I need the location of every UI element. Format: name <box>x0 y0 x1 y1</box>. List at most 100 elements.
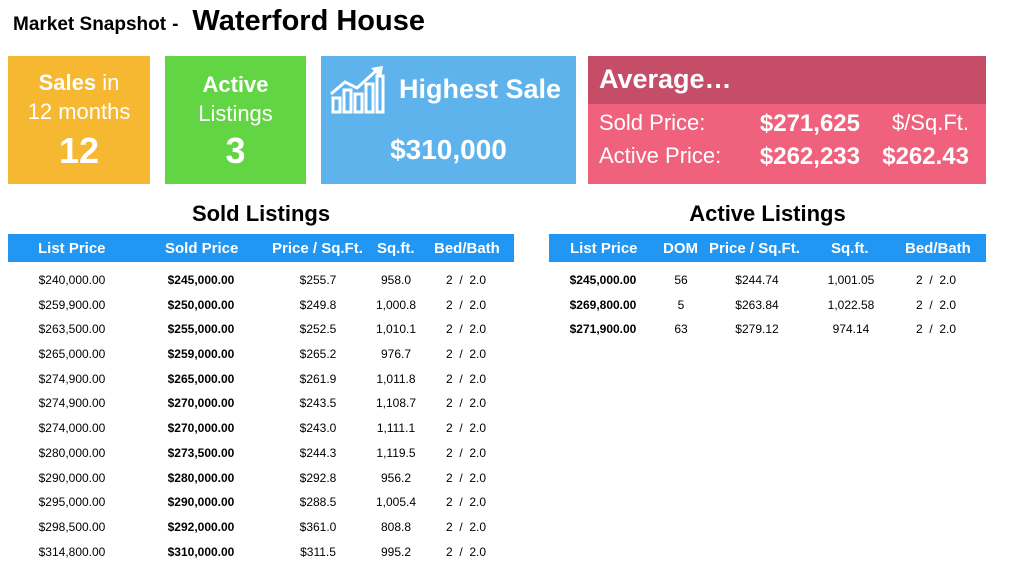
sales-sub: 12 months <box>27 99 131 124</box>
sold-listings-table: List Price Sold Price Price / Sq.Ft. Sq.… <box>8 234 514 559</box>
cell-list-price: $295,000.00 <box>38 495 106 510</box>
cell-bed-bath: 2 / 2.0 <box>915 273 957 287</box>
col-price-sqft: Price / Sq.Ft. <box>272 240 363 257</box>
cell-price-sqft: $244.74 <box>735 273 779 287</box>
cell-price-sqft: $263.84 <box>735 297 779 312</box>
sold-listings-title: Sold Listings <box>191 201 331 226</box>
cell-sqft: 1,001.05 <box>827 273 875 287</box>
table-row: $240,000.00 $245,000.00 $255.7 958.0 2 / 2.0 <box>8 273 514 298</box>
cell-list-price: $269,800.00 <box>569 297 637 312</box>
col-bed-bath: Bed/Bath <box>434 240 500 257</box>
highest-sale-card: Highest Sale $310,000 <box>321 56 576 184</box>
cell-price-sqft: $244.3 <box>299 445 337 460</box>
cell-list-price: $274,000.00 <box>38 421 106 436</box>
highest-sale-title: Highest Sale <box>399 74 562 104</box>
active-listings-table: List Price DOM Price / Sq.Ft. Sq.ft. Bed… <box>549 234 986 336</box>
page-header: Market Snapshot - Waterford House <box>13 5 425 45</box>
table-row: $274,900.00 $265,000.00 $261.9 1,011.8 2 / 2… <box>8 372 514 397</box>
cell-sqft: 1,111.1 <box>376 421 416 436</box>
cell-price-sqft: $255.7 <box>299 273 337 287</box>
avg-active-value: $262,233 <box>759 143 860 170</box>
property-name: Waterford House <box>192 5 425 37</box>
cell-dom: 56 <box>674 273 688 287</box>
header-label: Market Snapshot <box>13 14 167 35</box>
cell-bed-bath: 2 / 2.0 <box>445 470 487 485</box>
cell-bed-bath: 2 / 2.0 <box>445 371 487 386</box>
cell-price-sqft: $288.5 <box>299 495 337 510</box>
cell-list-price: $245,000.00 <box>569 273 637 287</box>
table-row: $245,000.00 56 $244.74 1,001.05 2 / 2.0 <box>549 273 986 298</box>
cell-sqft: 958.0 <box>380 273 412 287</box>
table-row: $263,500.00 $255,000.00 $252.5 1,010.1 2 / 2… <box>8 322 514 347</box>
sales-count: 12 <box>58 130 100 171</box>
cell-price-sqft: $261.9 <box>299 371 337 386</box>
cell-sold-price: $259,000.00 <box>167 347 235 362</box>
cell-sqft: 995.2 <box>380 544 412 559</box>
cell-sold-price: $270,000.00 <box>167 421 235 436</box>
avg-active-label: Active Price: <box>599 143 722 168</box>
table-row: $298,500.00 $292,000.00 $361.0 808.8 2 / 2.0 <box>8 520 514 545</box>
cell-price-sqft: $243.5 <box>299 396 337 411</box>
table-row: $314,800.00 $310,000.00 $311.5 995.2 2 / 2.0 <box>8 545 514 570</box>
average-sold-row: Sold Price: $271,625 $/Sq.Ft. <box>588 110 986 140</box>
cell-bed-bath: 2 / 2.0 <box>445 495 487 510</box>
col-list-price: List Price <box>570 240 638 257</box>
table-row: $295,000.00 $290,000.00 $288.5 1,005.4 2 / 2… <box>8 495 514 520</box>
cell-bed-bath: 2 / 2.0 <box>445 445 487 460</box>
cell-price-sqft: $279.12 <box>735 322 779 337</box>
col-price-sqft: Price / Sq.Ft. <box>709 240 800 257</box>
cell-price-sqft: $265.2 <box>299 347 337 362</box>
average-card: Average… Sold Price: $271,625 $/Sq.Ft. A… <box>588 56 986 184</box>
active-listings-title: Active Listings <box>689 201 846 226</box>
table-row: $271,900.00 63 $279.12 974.14 2 / 2.0 <box>549 322 986 347</box>
avg-sold-label: Sold Price: <box>599 110 706 135</box>
cell-dom: 5 <box>677 297 685 312</box>
cell-sold-price: $250,000.00 <box>167 297 235 312</box>
cell-price-sqft: $252.5 <box>299 322 337 337</box>
sales-card: Sales in 12 months 12 <box>8 56 150 184</box>
cell-price-sqft: $243.0 <box>299 421 337 436</box>
active-table-body: $245,000.00 56 $244.74 1,001.05 2 / 2.0 $269,… <box>549 234 986 347</box>
col-dom: DOM <box>663 240 698 257</box>
cell-sqft: 808.8 <box>380 519 412 534</box>
cell-bed-bath: 2 / 2.0 <box>445 421 487 436</box>
cell-bed-bath: 2 / 2.0 <box>445 322 487 337</box>
cell-price-sqft: $361.0 <box>299 519 337 534</box>
active-sub: Listings <box>198 101 273 126</box>
cell-bed-bath: 2 / 2.0 <box>445 297 487 312</box>
cell-sold-price: $273,500.00 <box>167 445 235 460</box>
cell-sold-price: $255,000.00 <box>167 322 235 337</box>
col-sqft: Sq.ft. <box>377 240 415 257</box>
table-header: List Price DOM Price / Sq.Ft. Sq.ft. Bed… <box>549 234 986 262</box>
cell-list-price: $263,500.00 <box>38 322 106 337</box>
col-list-price: List Price <box>38 240 106 257</box>
cell-sold-price: $280,000.00 <box>167 470 235 485</box>
cell-list-price: $240,000.00 <box>38 273 106 287</box>
sales-suffix: in <box>102 70 120 95</box>
cell-sold-price: $292,000.00 <box>167 519 235 534</box>
average-header: Average… <box>588 56 986 104</box>
cell-list-price: $314,800.00 <box>38 544 106 559</box>
cell-sqft: 1,119.5 <box>376 445 416 460</box>
cell-sqft: 956.2 <box>380 470 412 485</box>
active-card: Active Listings 3 <box>165 56 306 184</box>
cell-bed-bath: 2 / 2.0 <box>445 544 487 559</box>
table-row: $274,900.00 $270,000.00 $243.5 1,108.7 2 / 2… <box>8 396 514 421</box>
cell-price-sqft: $249.8 <box>299 297 337 312</box>
cell-sqft: 1,022.58 <box>827 297 875 312</box>
cell-sqft: 1,010.1 <box>375 322 417 337</box>
table-row: $269,800.00 5 $263.84 1,022.58 2 / 2.0 <box>549 298 986 323</box>
cell-price-sqft: $311.5 <box>300 544 336 559</box>
sales-word: Sales <box>38 70 97 95</box>
col-sold-price: Sold Price <box>165 240 239 257</box>
chart-growth-icon <box>330 66 385 114</box>
table-row: $265,000.00 $259,000.00 $265.2 976.7 2 / 2.0 <box>8 347 514 372</box>
col-sqft: Sq.ft. <box>831 240 869 257</box>
avg-sold-value: $271,625 <box>759 110 860 137</box>
table-row: $274,000.00 $270,000.00 $243.0 1,111.1 2 / 2… <box>8 421 514 446</box>
table-row: $259,900.00 $250,000.00 $249.8 1,000.8 2 / 2… <box>8 298 514 323</box>
cell-sold-price: $245,000.00 <box>167 273 235 287</box>
header-separator: - <box>172 14 179 35</box>
highest-sale-value: $310,000 <box>390 134 507 165</box>
cell-bed-bath: 2 / 2.0 <box>915 297 957 312</box>
